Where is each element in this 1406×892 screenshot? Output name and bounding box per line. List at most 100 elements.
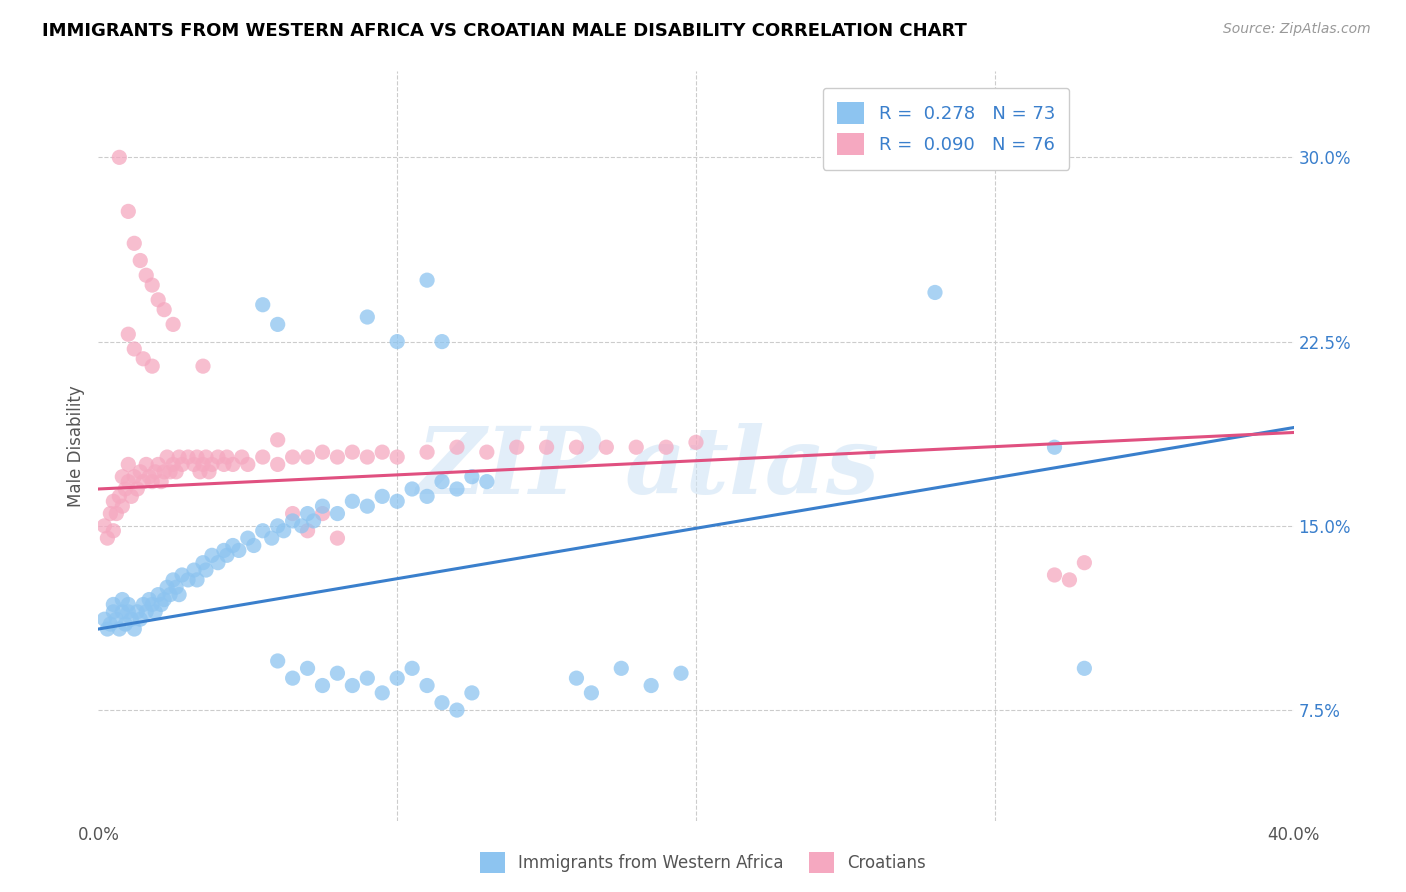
- Point: [129, 612, 152, 626]
- Point: [924, 285, 946, 300]
- Point: [195, 450, 218, 464]
- Point: [117, 327, 139, 342]
- Point: [267, 519, 290, 533]
- Point: [311, 445, 333, 459]
- Point: [273, 524, 295, 538]
- Point: [401, 482, 423, 496]
- Point: [267, 318, 290, 332]
- Point: [117, 204, 139, 219]
- Point: [141, 598, 163, 612]
- Point: [207, 450, 229, 464]
- Point: [207, 556, 229, 570]
- Point: [640, 679, 662, 693]
- Point: [153, 302, 176, 317]
- Point: [506, 440, 529, 454]
- Point: [148, 458, 170, 472]
- Point: [231, 450, 253, 464]
- Point: [177, 450, 200, 464]
- Point: [198, 465, 221, 479]
- Text: Source: ZipAtlas.com: Source: ZipAtlas.com: [1223, 22, 1371, 37]
- Point: [150, 475, 173, 489]
- Point: [141, 359, 163, 373]
- Point: [475, 445, 498, 459]
- Point: [371, 445, 394, 459]
- Point: [138, 592, 160, 607]
- Point: [281, 507, 304, 521]
- Point: [356, 450, 378, 464]
- Point: [114, 482, 136, 496]
- Point: [141, 475, 163, 489]
- Point: [93, 612, 115, 626]
- Point: [124, 469, 146, 483]
- Point: [135, 605, 157, 619]
- Point: [610, 661, 633, 675]
- Point: [281, 514, 304, 528]
- Point: [536, 440, 558, 454]
- Point: [96, 531, 118, 545]
- Point: [236, 531, 259, 545]
- Point: [385, 450, 409, 464]
- Point: [655, 440, 678, 454]
- Point: [153, 465, 176, 479]
- Point: [371, 686, 394, 700]
- Point: [103, 494, 125, 508]
- Point: [111, 592, 134, 607]
- Point: [252, 298, 274, 312]
- Point: [626, 440, 648, 454]
- Point: [267, 433, 290, 447]
- Point: [186, 573, 208, 587]
- Point: [135, 458, 157, 472]
- Point: [162, 573, 184, 587]
- Point: [129, 465, 152, 479]
- Point: [117, 598, 139, 612]
- Point: [326, 666, 349, 681]
- Point: [685, 435, 707, 450]
- Point: [124, 342, 146, 356]
- Point: [236, 458, 259, 472]
- Point: [201, 549, 224, 563]
- Point: [215, 549, 238, 563]
- Point: [385, 334, 409, 349]
- Point: [326, 531, 349, 545]
- Point: [120, 612, 142, 626]
- Point: [297, 524, 319, 538]
- Point: [132, 475, 155, 489]
- Point: [385, 494, 409, 508]
- Point: [120, 489, 142, 503]
- Point: [565, 671, 588, 685]
- Point: [297, 661, 319, 675]
- Point: [111, 605, 134, 619]
- Point: [124, 622, 146, 636]
- Point: [96, 622, 118, 636]
- Point: [260, 531, 283, 545]
- Point: [159, 588, 181, 602]
- Point: [143, 465, 166, 479]
- Point: [297, 450, 319, 464]
- Text: ZIP: ZIP: [416, 424, 600, 514]
- Point: [416, 489, 439, 503]
- Point: [138, 469, 160, 483]
- Point: [186, 450, 208, 464]
- Point: [281, 671, 304, 685]
- Point: [430, 475, 453, 489]
- Point: [342, 679, 364, 693]
- Text: IMMIGRANTS FROM WESTERN AFRICA VS CROATIAN MALE DISABILITY CORRELATION CHART: IMMIGRANTS FROM WESTERN AFRICA VS CROATI…: [42, 22, 967, 40]
- Point: [356, 310, 378, 324]
- Point: [201, 458, 224, 472]
- Point: [446, 440, 468, 454]
- Point: [103, 598, 125, 612]
- Point: [93, 519, 115, 533]
- Point: [342, 445, 364, 459]
- Point: [156, 580, 179, 594]
- Legend: R =  0.278   N = 73, R =  0.090   N = 76: R = 0.278 N = 73, R = 0.090 N = 76: [823, 88, 1070, 169]
- Point: [108, 622, 131, 636]
- Point: [148, 293, 170, 307]
- Point: [148, 588, 170, 602]
- Point: [228, 543, 250, 558]
- Point: [446, 482, 468, 496]
- Point: [105, 612, 128, 626]
- Point: [281, 450, 304, 464]
- Point: [172, 458, 194, 472]
- Point: [291, 519, 314, 533]
- Point: [167, 588, 190, 602]
